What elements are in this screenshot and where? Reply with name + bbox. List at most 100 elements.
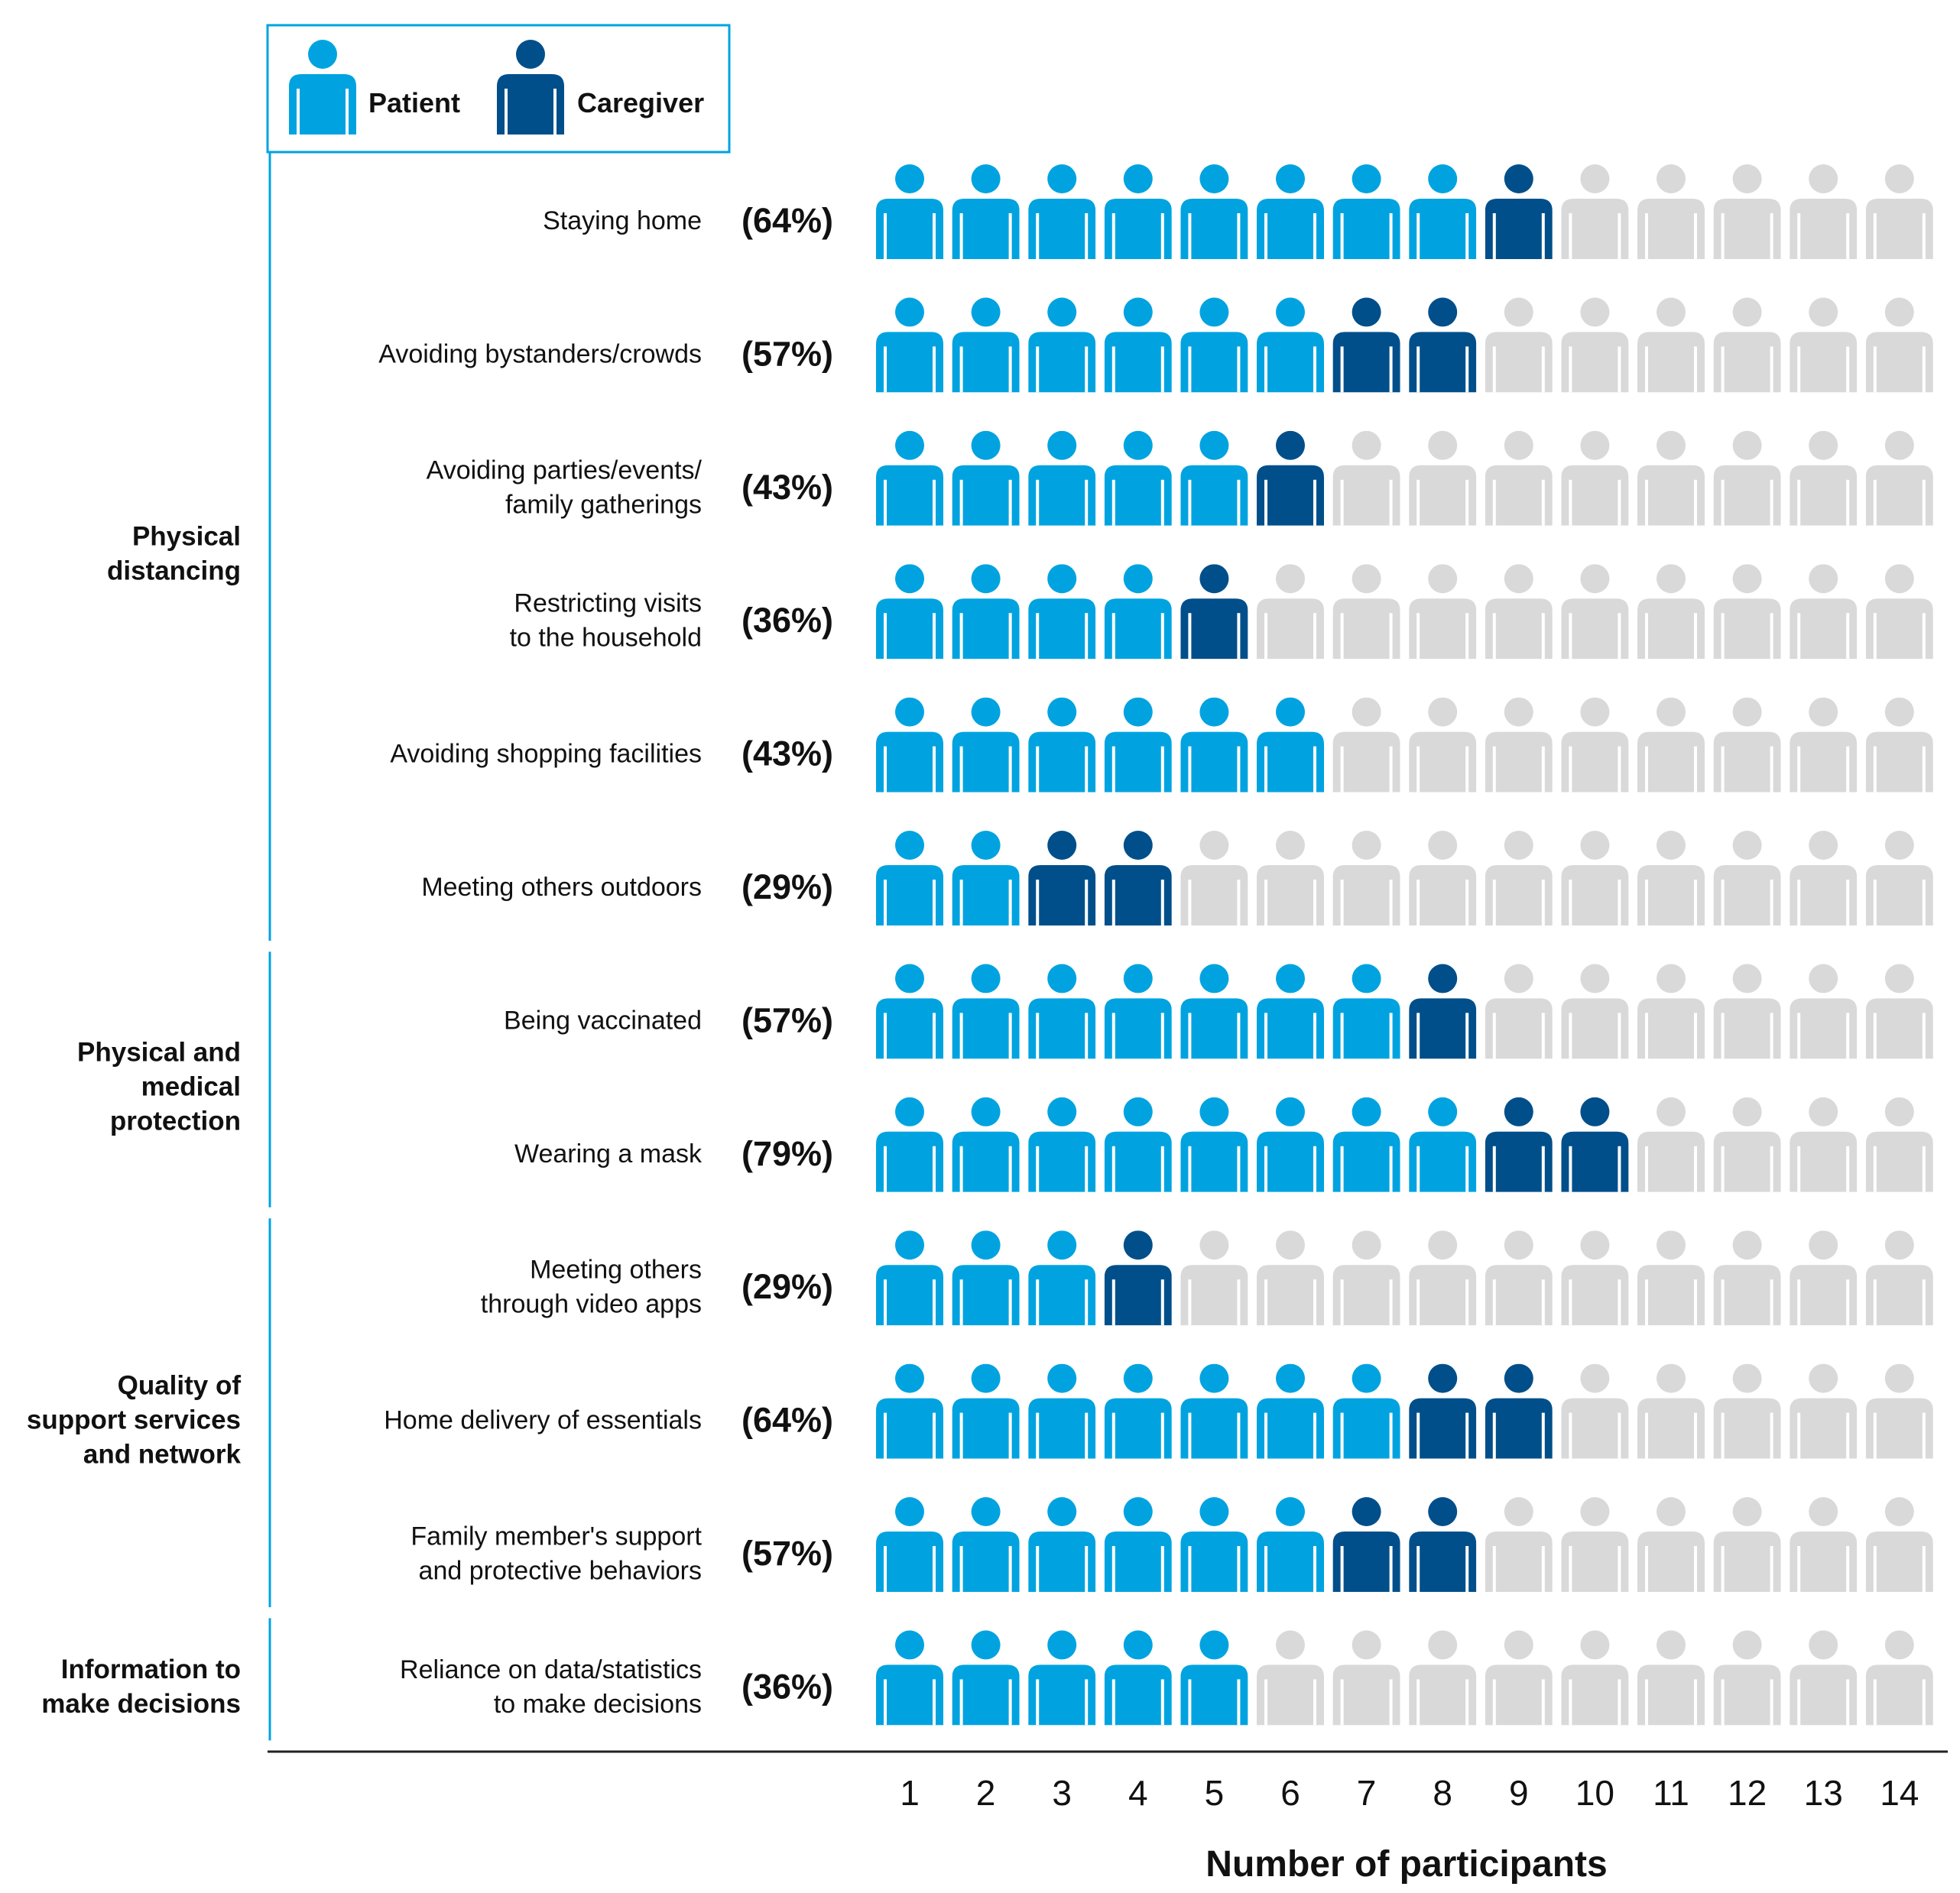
row-label: Avoiding bystanders/crowds <box>378 339 702 368</box>
patient-person-icon <box>876 1230 943 1326</box>
row-percent: (43%) <box>741 468 833 507</box>
empty-person-icon <box>1713 1097 1781 1192</box>
empty-person-icon <box>1637 831 1705 925</box>
row-label: Meeting others <box>530 1256 702 1285</box>
x-tick-label: 13 <box>1804 1773 1843 1813</box>
patient-person-icon <box>952 964 1020 1059</box>
patient-person-icon <box>1028 1097 1096 1192</box>
row: Avoiding parties/events/family gathering… <box>427 430 1933 526</box>
patient-person-icon <box>1257 1497 1324 1592</box>
empty-person-icon <box>1790 1630 1858 1726</box>
caregiver-person-icon <box>1485 1363 1553 1459</box>
row-label: family gatherings <box>505 490 702 519</box>
patient-person-icon <box>1104 1363 1172 1459</box>
empty-person-icon <box>1713 297 1781 393</box>
empty-person-icon <box>1713 831 1781 925</box>
patient-person-icon <box>952 1097 1020 1192</box>
row: Home delivery of essentials (64%) <box>384 1363 1933 1459</box>
empty-person-icon <box>1865 831 1933 925</box>
patient-person-icon <box>1180 964 1248 1059</box>
caregiver-person-icon <box>1409 297 1477 393</box>
patient-person-icon <box>1028 964 1096 1059</box>
patient-person-icon <box>1104 297 1172 393</box>
legend-caregiver-label: Caregiver <box>577 87 704 118</box>
caregiver-person-icon <box>1485 1097 1553 1192</box>
group-label: support services <box>27 1405 241 1435</box>
group-label: distancing <box>107 556 241 586</box>
empty-person-icon <box>1790 1230 1858 1326</box>
patient-person-icon <box>1180 1097 1248 1192</box>
empty-person-icon <box>1257 564 1324 660</box>
patient-person-icon <box>1104 564 1172 660</box>
row-percent: (64%) <box>741 201 833 240</box>
group: Quality of support services and network <box>27 1218 271 1607</box>
empty-person-icon <box>1409 1230 1477 1326</box>
patient-person-icon <box>1028 1363 1096 1459</box>
x-axis-title: Number of participants <box>1206 1844 1607 1885</box>
empty-person-icon <box>1790 164 1858 259</box>
x-tick-label: 10 <box>1575 1773 1614 1813</box>
group-label: protection <box>110 1107 241 1136</box>
row-label: and protective behaviors <box>419 1557 702 1586</box>
row-percent: (29%) <box>741 1267 833 1306</box>
group: Information to make decisions <box>41 1618 271 1741</box>
patient-person-icon <box>1104 430 1172 526</box>
empty-person-icon <box>1180 1230 1248 1326</box>
empty-person-icon <box>1409 831 1477 925</box>
empty-person-icon <box>1865 1363 1933 1459</box>
empty-person-icon <box>1713 1363 1781 1459</box>
empty-person-icon <box>1485 430 1553 526</box>
caregiver-person-icon <box>1257 430 1324 526</box>
row: Reliance on data/statistics to make decis… <box>400 1630 1933 1726</box>
row-label: Meeting others outdoors <box>421 873 702 902</box>
empty-person-icon <box>1637 697 1705 793</box>
empty-person-icon <box>1865 1230 1933 1326</box>
empty-person-icon <box>1713 697 1781 793</box>
patient-person-icon <box>876 564 943 660</box>
patient-person-icon <box>1180 164 1248 259</box>
patient-person-icon <box>1180 1363 1248 1459</box>
row-label: Avoiding parties/events/ <box>427 455 703 485</box>
empty-person-icon <box>1637 1497 1705 1592</box>
empty-person-icon <box>1485 964 1553 1059</box>
x-tick-label: 6 <box>1280 1773 1300 1813</box>
empty-person-icon <box>1561 297 1629 393</box>
row-label: Restricting visits <box>514 589 702 618</box>
patient-person-icon <box>1104 1097 1172 1192</box>
empty-person-icon <box>1409 564 1477 660</box>
empty-person-icon <box>1637 1097 1705 1192</box>
empty-person-icon <box>1332 1230 1400 1326</box>
patient-person-icon <box>1028 1497 1096 1592</box>
row-label: Reliance on data/statistics <box>400 1655 702 1684</box>
caregiver-person-icon <box>1409 1363 1477 1459</box>
row-label: Being vaccinated <box>504 1006 702 1035</box>
group-label: Quality of <box>118 1371 242 1401</box>
data-rows: Staying home (64%) Avoiding bystanders/cro… <box>378 164 1933 1726</box>
group-label: Information to <box>61 1655 241 1684</box>
x-tick-label: 5 <box>1205 1773 1225 1813</box>
empty-person-icon <box>1637 1630 1705 1726</box>
empty-person-icon <box>1713 564 1781 660</box>
row-percent: (79%) <box>741 1134 833 1173</box>
caregiver-person-icon <box>1409 1497 1477 1592</box>
patient-person-icon <box>1257 964 1324 1059</box>
empty-person-icon <box>1637 430 1705 526</box>
empty-person-icon <box>1257 831 1324 925</box>
patient-person-icon <box>952 564 1020 660</box>
patient-person-icon <box>1332 1363 1400 1459</box>
legend: Patient Caregiver <box>266 24 731 154</box>
empty-person-icon <box>1790 697 1858 793</box>
patient-person-icon <box>1180 297 1248 393</box>
row-label: Home delivery of essentials <box>384 1406 702 1435</box>
empty-person-icon <box>1485 697 1553 793</box>
patient-person-icon <box>1257 697 1324 793</box>
patient-person-icon <box>876 831 943 925</box>
empty-person-icon <box>1637 164 1705 259</box>
legend-patient-label: Patient <box>368 87 460 118</box>
patient-person-icon <box>1257 164 1324 259</box>
empty-person-icon <box>1180 831 1248 925</box>
row: Meeting others through video apps (29%) <box>481 1230 1933 1326</box>
group: Physical distancing <box>107 152 271 941</box>
x-tick-label: 1 <box>900 1773 920 1813</box>
patient-person-icon <box>952 1230 1020 1326</box>
